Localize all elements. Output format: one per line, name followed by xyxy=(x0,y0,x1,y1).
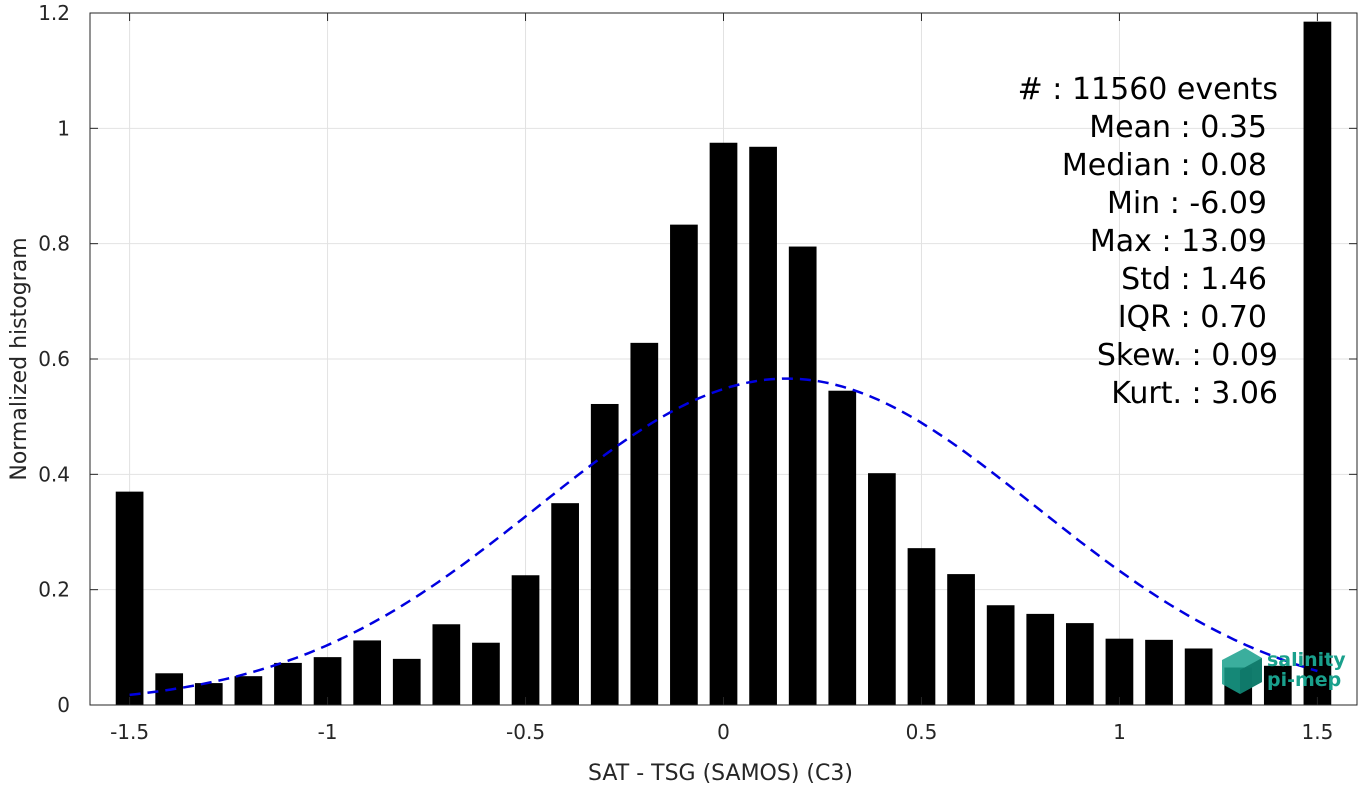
histogram-bar xyxy=(432,624,461,705)
histogram-bar xyxy=(472,642,500,705)
y-axis-label: Normalized histogram xyxy=(7,237,32,480)
histogram-bar xyxy=(907,548,936,705)
logo-cube-shade xyxy=(1240,658,1262,694)
gaussian-fit-curve xyxy=(129,377,1318,697)
stat-line: Skew. : 0.09 xyxy=(1097,338,1278,373)
y-tick-label: 0.6 xyxy=(38,347,70,371)
stat-line: Mean : 0.35 xyxy=(1089,110,1267,145)
histogram-bar xyxy=(353,640,382,705)
stat-line: Std : 1.46 xyxy=(1121,262,1267,297)
histogram-bar xyxy=(670,224,698,706)
histogram-bar xyxy=(828,390,857,705)
logo-line-1: salinity xyxy=(1267,649,1346,671)
histogram-bar xyxy=(947,574,975,705)
logo-line-2: pi-mep xyxy=(1267,669,1341,691)
axis-ticks: -1.5 -1 -0.5 0 0.5 1 1.5 0 0.2 0.4 0.6 0.8 1 1.2 xyxy=(38,1,1357,744)
histogram-bar xyxy=(868,473,896,705)
histogram-bar xyxy=(1105,638,1134,705)
stat-line: # : 11560 events xyxy=(1018,72,1278,107)
y-tick-label: 0.2 xyxy=(38,578,70,602)
histogram-bar xyxy=(709,142,738,705)
histogram-bar xyxy=(234,676,263,705)
histogram-bar xyxy=(1263,665,1292,705)
histogram-bars xyxy=(115,21,1332,706)
x-axis-label: SAT - TSG (SAMOS) (C3) xyxy=(588,761,853,785)
y-tick-label: 1 xyxy=(57,116,70,140)
salinity-pi-mep-logo: salinity pi-mep xyxy=(1222,648,1346,694)
y-tick-label: 0 xyxy=(57,693,70,717)
histogram-bar xyxy=(1065,623,1094,705)
stat-line: Min : -6.09 xyxy=(1107,186,1267,221)
x-tick-label: 1.5 xyxy=(1302,720,1334,744)
histogram-bar xyxy=(630,342,659,705)
x-tick-label: 1 xyxy=(1113,720,1126,744)
histogram-bar xyxy=(511,575,540,705)
x-tick-label: -0.5 xyxy=(506,720,545,744)
y-tick-label: 0.4 xyxy=(38,462,70,486)
histogram-bar xyxy=(590,403,619,705)
histogram-bar xyxy=(749,146,777,705)
histogram-bar xyxy=(1145,639,1173,705)
histogram-bar xyxy=(986,605,1015,705)
y-tick-label: 0.8 xyxy=(38,232,70,256)
stat-line: Kurt. : 3.06 xyxy=(1111,376,1278,411)
x-tick-label: -1 xyxy=(318,720,338,744)
y-tick-label: 1.2 xyxy=(38,1,70,25)
histogram-bar xyxy=(115,491,144,705)
histogram-bar xyxy=(194,683,223,705)
x-tick-label: 0 xyxy=(717,720,730,744)
histogram-bar xyxy=(1303,21,1332,705)
histogram-bar xyxy=(1026,613,1055,705)
x-tick-label: -1.5 xyxy=(110,720,149,744)
histogram-bar xyxy=(1184,648,1213,705)
histogram-bar xyxy=(274,662,302,705)
histogram-bar xyxy=(788,246,817,706)
stat-line: Median : 0.08 xyxy=(1062,148,1267,183)
histogram-bar xyxy=(551,503,579,705)
stat-line: Max : 13.09 xyxy=(1090,224,1267,259)
x-tick-label: 0.5 xyxy=(906,720,938,744)
stat-line: IQR : 0.70 xyxy=(1118,300,1267,335)
histogram-bar xyxy=(392,658,421,705)
